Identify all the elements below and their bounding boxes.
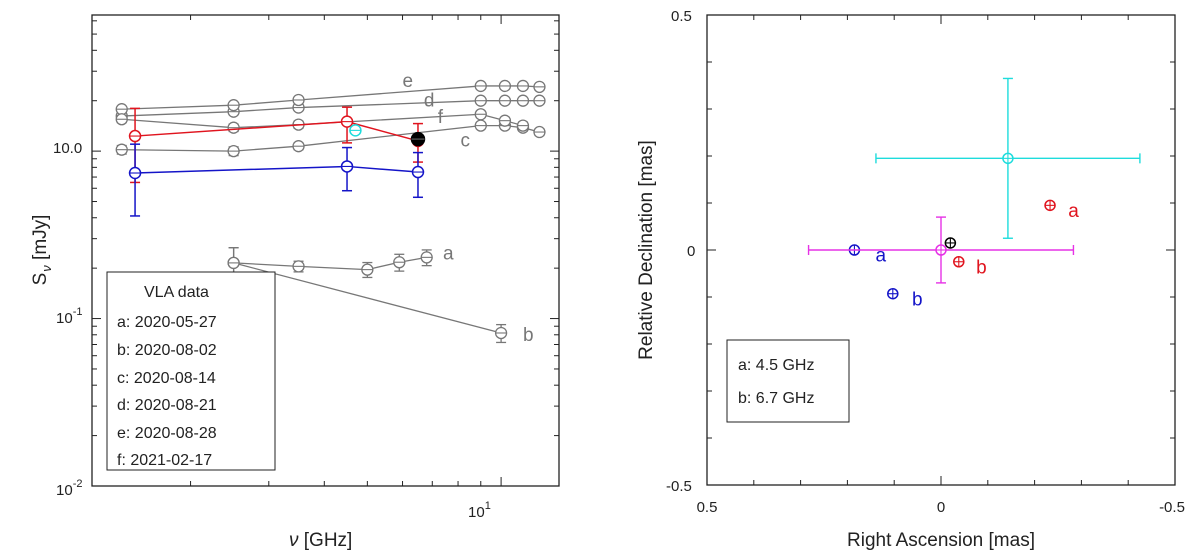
y-tick-label-1: 10-2 <box>56 478 82 499</box>
series-line-b <box>233 262 502 334</box>
series-label-c: c <box>460 130 470 151</box>
y-tick-label-3: 10.0 <box>53 140 82 157</box>
series-blue <box>128 143 425 217</box>
series-black <box>410 131 426 147</box>
series-label-f: f <box>438 107 444 128</box>
position-legend-box <box>726 339 850 423</box>
x-tick-label-right: -0.5 <box>1159 499 1185 516</box>
series-label-d: d <box>424 91 435 112</box>
position-x-axis-label: Right Ascension [mas] <box>847 530 1035 551</box>
position-point-a-2: a <box>1044 199 1079 222</box>
series-label-e: e <box>403 71 414 92</box>
position-label-b: b <box>912 289 923 310</box>
y-tick-label-bottom: -0.5 <box>666 478 692 495</box>
position-point-magenta-5 <box>807 216 1075 284</box>
position-points: a b a b <box>807 77 1141 310</box>
x-tick-label-mid: 0 <box>937 499 945 516</box>
sed-ticks <box>92 15 559 487</box>
sed-legend-title: VLA data <box>144 284 209 301</box>
sed-legend-entry-e: e: 2020-08-28 <box>117 425 217 442</box>
sed-y-axis-label: Sν [mJy] <box>30 215 54 286</box>
sed-plot-frame <box>91 14 560 487</box>
series-label-a: a <box>443 243 454 264</box>
position-label-b: b <box>976 257 987 278</box>
y-tick-label-2: 10-1 <box>56 306 82 327</box>
series-label-b: b <box>523 325 534 346</box>
sed-legend-entry-b: b: 2020-08-02 <box>117 342 217 359</box>
x-tick-label-1: 101 <box>468 500 491 521</box>
position-legend-entry-b: b: 6.7 GHz <box>738 390 814 407</box>
sed-legend: VLA data a: 2020-05-27 b: 2020-08-02 c: … <box>106 271 276 471</box>
position-point-b-3: b <box>953 256 987 278</box>
sed-legend-entry-c: c: 2020-08-14 <box>117 370 216 387</box>
sed-legend-entry-f: f: 2021-02-17 <box>117 452 212 469</box>
series-b: b <box>227 247 534 346</box>
sed-legend-entry-a: a: 2020-05-27 <box>117 314 217 331</box>
position-legend: a: 4.5 GHz b: 6.7 GHz <box>726 339 850 423</box>
position-point-b-1: b <box>887 287 923 310</box>
series-line-f <box>121 113 524 129</box>
sed-series: a b c de f <box>115 71 546 346</box>
position-y-axis-label: Relative Declination [mas] <box>636 140 657 360</box>
x-tick-label-left: 0.5 <box>697 499 718 516</box>
series-line-blue <box>135 165 419 174</box>
series-f: f <box>115 107 530 134</box>
position-label-a: a <box>875 246 886 267</box>
position-panel: 0.5 0 -0.5 0.5 0 -0.5 Right Ascension [m… <box>636 8 1185 551</box>
position-point-black-4 <box>944 237 957 249</box>
sed-legend-entry-d: d: 2020-08-21 <box>117 397 217 414</box>
position-point-a-0: a <box>848 244 886 267</box>
sed-panel: 10-2 10-1 10.0 101 ν [GHz] Sν [mJy] a b c d… <box>30 14 560 551</box>
y-tick-label-mid: 0 <box>687 243 695 260</box>
sed-tick-labels: 10-2 10-1 10.0 101 <box>53 140 491 521</box>
series-cyan <box>349 124 362 137</box>
position-tick-labels: 0.5 0 -0.5 0.5 0 -0.5 <box>666 8 1185 516</box>
position-point-cyan-6 <box>875 77 1141 239</box>
series-e: e <box>115 71 546 116</box>
sed-legend-box <box>106 271 276 471</box>
y-tick-label-top: 0.5 <box>671 8 692 25</box>
position-ticks <box>706 14 1176 486</box>
series-c: c <box>115 119 546 158</box>
position-label-a: a <box>1068 201 1079 222</box>
position-legend-entry-a: a: 4.5 GHz <box>738 357 814 374</box>
sed-x-axis-label: ν [GHz] <box>289 530 352 551</box>
